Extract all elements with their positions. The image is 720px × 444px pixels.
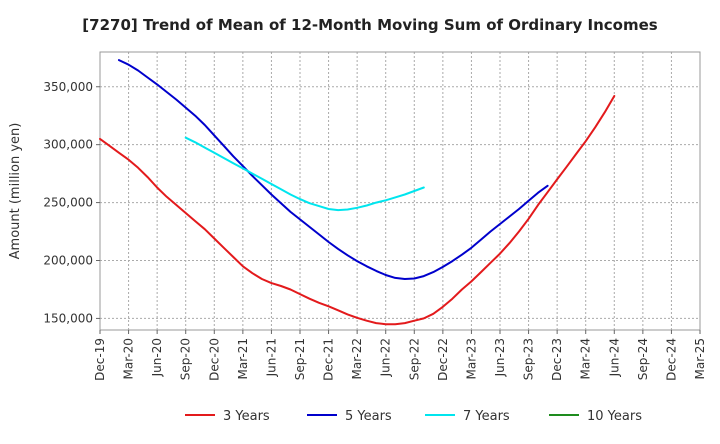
x-tick-label: Mar-21 [236, 338, 250, 379]
x-tick-label: Sep-22 [407, 338, 421, 380]
x-tick-label: Mar-20 [122, 338, 136, 379]
series-line-3-years [99, 95, 616, 326]
y-tick-label: 200,000 [43, 254, 93, 268]
grid-layer [99, 52, 701, 330]
x-tick-label: Dec-23 [550, 338, 564, 381]
chart-title: [7270] Trend of Mean of 12-Month Moving … [82, 16, 657, 34]
x-tick-label: Mar-25 [693, 338, 707, 379]
x-tick-label: Jun-24 [607, 338, 621, 377]
y-tick-label: 250,000 [43, 196, 93, 210]
x-tick-label: Jun-20 [150, 338, 164, 377]
x-tick-label: Jun-22 [379, 338, 393, 377]
x-tick-label: Dec-20 [207, 338, 221, 381]
y-tick-label: 150,000 [43, 311, 93, 325]
x-tick-label: Jun-21 [264, 338, 278, 377]
series-line-7-years [184, 136, 425, 212]
x-tick-label: Mar-23 [464, 338, 478, 379]
plot-area-frame [99, 51, 701, 331]
x-tick-label: Sep-24 [636, 338, 650, 380]
legend-label-5-years: 5 Years [345, 409, 392, 424]
series-line-5-years [118, 59, 549, 280]
y-tick-label: 350,000 [43, 80, 93, 94]
x-tick-label: Dec-19 [93, 338, 107, 381]
x-tick-label: Sep-21 [293, 338, 307, 380]
x-tick-label: Dec-22 [436, 338, 450, 381]
x-tick-label: Jun-23 [493, 338, 507, 377]
series-layer [99, 59, 616, 326]
x-tick-label: Dec-24 [664, 338, 678, 381]
legend-label-3-years: 3 Years [223, 409, 270, 424]
y-axis-title: Amount (million yen) [8, 123, 23, 260]
x-tick-label: Sep-20 [179, 338, 193, 380]
x-tick-label: Mar-24 [579, 338, 593, 379]
y-tick-label: 300,000 [43, 138, 93, 152]
legend-label-7-years: 7 Years [463, 409, 510, 424]
x-tick-label: Dec-21 [322, 338, 336, 381]
x-tick-label: Mar-22 [350, 338, 364, 379]
x-tick-label: Sep-23 [522, 338, 536, 380]
tick-layer: Dec-19 Mar-20 Jun-20 Sep-20 Dec-20 Mar-21 Jun-… [43, 80, 707, 381]
legend-label-10-years: 10 Years [587, 409, 642, 424]
legend: 3 Years 5 Years 7 Years 10 Years [185, 409, 642, 424]
